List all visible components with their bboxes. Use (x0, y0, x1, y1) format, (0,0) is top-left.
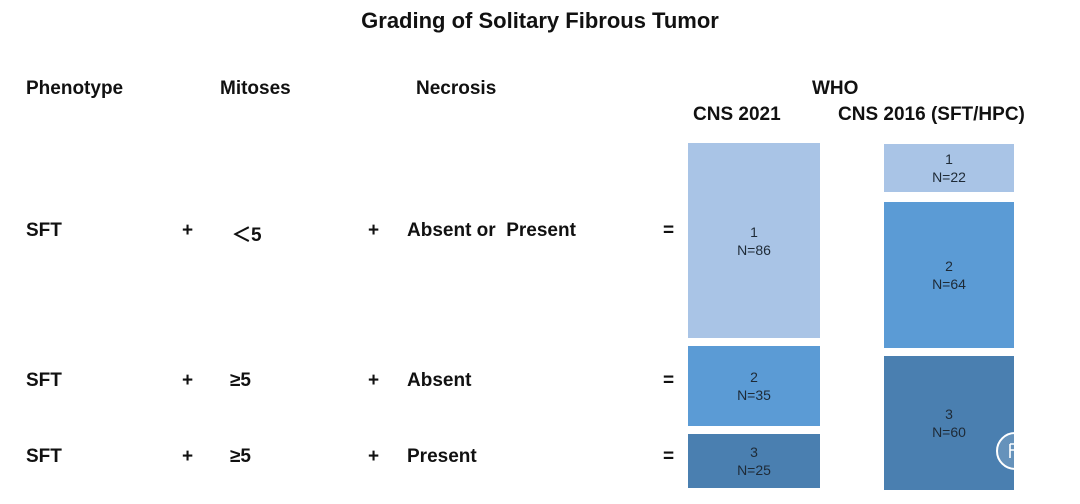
cns2016-grade-2-box: 2 N=64 (884, 202, 1014, 348)
row-2-mitoses: ≥5 (230, 370, 251, 391)
cns2021-grade-1-count: N=86 (737, 241, 771, 258)
row-3-plus-1: + (182, 446, 194, 467)
cns2021-grade-1-box: 1 N=86 (688, 143, 820, 338)
row-2-necrosis: Absent (407, 370, 472, 391)
cns2016-grade-2-label: 2 (945, 258, 953, 274)
row-2-plus-2: + (368, 370, 380, 391)
cns2021-grade-2-box: 2 N=35 (688, 346, 820, 426)
header-mitoses: Mitoses (220, 78, 291, 99)
row-1-plus-1: + (182, 220, 194, 241)
cns2021-grade-2-count: N=35 (737, 387, 771, 403)
row-1-plus-2: + (368, 220, 380, 241)
cns2016-grade-1-label: 1 (945, 151, 953, 167)
row-1-mitoses: ＜5 (232, 225, 262, 246)
cns2021-grade-3-box: 3 N=25 (688, 434, 820, 488)
cns2016-grade-3-box: 3 N=60 (884, 356, 1014, 490)
cns2021-grade-1-label: 1 (750, 223, 758, 240)
row-3-mitoses: ≥5 (230, 446, 251, 467)
watermark-logo-icon (996, 432, 1034, 470)
header-who: WHO (812, 78, 859, 99)
row-1-necrosis: Absent or Present (407, 220, 576, 241)
cns2016-grade-2-count: N=64 (932, 276, 966, 292)
row-2-equals: = (663, 370, 675, 391)
row-1-phenotype: SFT (26, 220, 62, 241)
cns2016-grade-1-count: N=22 (932, 169, 966, 185)
cns2021-grade-2-label: 2 (750, 369, 758, 385)
row-3-phenotype: SFT (26, 446, 62, 467)
watermark-glyph-icon (1009, 443, 1022, 458)
cns2016-grade-3-label: 3 (945, 406, 953, 422)
cns2016-grade-3-count: N=60 (932, 424, 966, 440)
header-cns2016: CNS 2016 (SFT/HPC) (838, 104, 1025, 125)
row-3-plus-2: + (368, 446, 380, 467)
header-phenotype: Phenotype (26, 78, 124, 99)
header-cns2021: CNS 2021 (693, 104, 781, 125)
row-3-necrosis: Present (407, 446, 477, 467)
row-1-equals: = (663, 220, 675, 241)
row-3-equals: = (663, 446, 675, 467)
cns2021-grade-3-count: N=25 (737, 462, 771, 478)
cns2021-grade-3-label: 3 (750, 444, 758, 460)
header-necrosis: Necrosis (416, 78, 497, 99)
diagram-title: Grading of Solitary Fibrous Tumor (361, 8, 719, 33)
row-2-phenotype: SFT (26, 370, 62, 391)
row-2-plus-1: + (182, 370, 194, 391)
cns2016-grade-1-box: 1 N=22 (884, 144, 1014, 192)
